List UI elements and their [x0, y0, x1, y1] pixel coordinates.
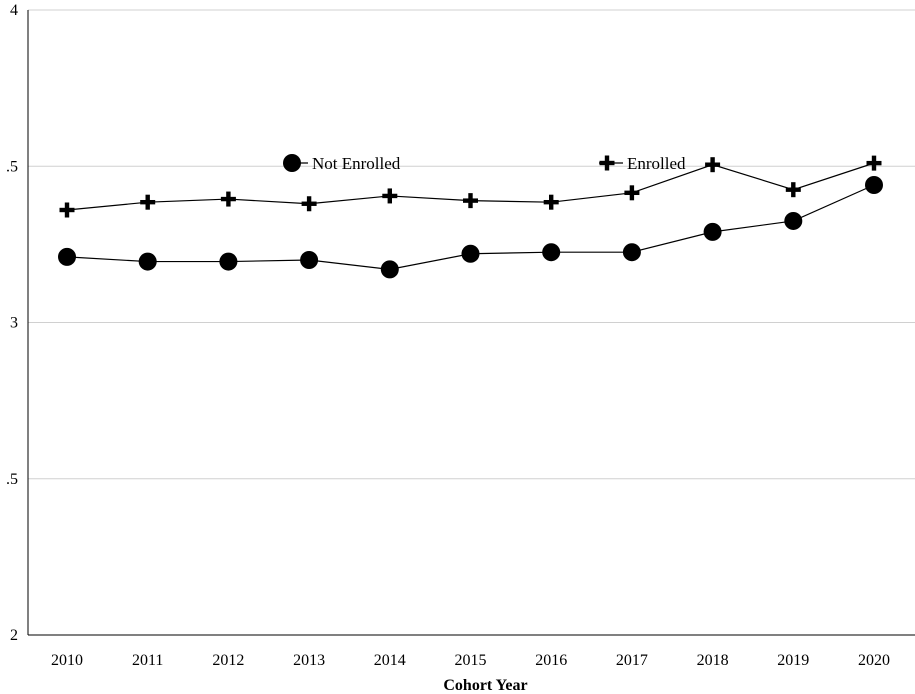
x-tick-label: 2020	[858, 652, 890, 669]
data-point-not-enrolled	[542, 243, 561, 262]
data-point-not-enrolled	[461, 244, 480, 263]
legend-label: Enrolled	[627, 154, 686, 173]
legend-marker-cross	[599, 155, 615, 171]
y-tick-label: .5	[6, 471, 18, 488]
data-point-not-enrolled	[865, 176, 883, 194]
data-point-not-enrolled	[219, 252, 238, 271]
data-point-not-enrolled	[138, 252, 157, 271]
x-tick-label: 2017	[616, 652, 648, 669]
data-point-not-enrolled	[380, 260, 399, 279]
data-point-enrolled	[59, 202, 75, 218]
x-tick-label: 2016	[535, 652, 567, 669]
x-tick-label: 2019	[777, 652, 809, 669]
legend-item-not-enrolled: Not Enrolled	[283, 154, 401, 173]
y-tick-label: 2	[10, 627, 18, 644]
x-tick-label: 2011	[132, 652, 163, 669]
data-point-not-enrolled	[784, 211, 803, 230]
series-not-enrolled	[58, 176, 883, 279]
gridlines	[28, 9, 915, 480]
data-point-enrolled	[543, 194, 559, 210]
data-point-not-enrolled	[300, 251, 319, 269]
cross-bar-vertical	[226, 191, 231, 207]
data-point-enrolled	[624, 185, 640, 201]
cross-bar-vertical	[145, 194, 150, 210]
cross-bar-vertical	[468, 193, 473, 209]
data-point-enrolled	[785, 182, 801, 198]
data-point-not-enrolled	[58, 247, 76, 266]
series-layer	[58, 155, 883, 279]
legend: Not Enrolled Enrolled	[283, 154, 686, 173]
legend-label: Not Enrolled	[312, 154, 401, 173]
series-enrolled	[59, 155, 882, 218]
data-point-enrolled	[220, 191, 236, 207]
data-point-not-enrolled	[703, 222, 722, 241]
axes: 2 .5 3 .5 4 2010 2011 2012 2013 2014 2015 2016 2017 2…	[6, 2, 915, 669]
cross-bar-vertical	[387, 188, 392, 204]
x-tick-label: 2015	[455, 652, 487, 669]
x-tick-label: 2018	[697, 652, 729, 669]
data-point-not-enrolled	[622, 243, 641, 262]
cross-bar-vertical	[629, 185, 635, 201]
x-tick-label: 2013	[293, 652, 325, 669]
data-point-enrolled	[866, 155, 882, 171]
legend-item-enrolled: Enrolled	[599, 154, 686, 173]
x-axis-title: Cohort Year	[443, 677, 527, 694]
x-tick-label: 2010	[51, 652, 83, 669]
data-point-enrolled	[382, 188, 398, 204]
cross-bar-vertical	[64, 202, 70, 218]
y-tick-label: 4	[10, 2, 18, 19]
y-tick-label: 3	[10, 315, 18, 332]
data-point-enrolled	[140, 194, 156, 210]
data-point-enrolled	[301, 196, 317, 212]
cross-bar-vertical	[549, 194, 554, 210]
data-point-enrolled	[463, 193, 478, 209]
cross-bar-vertical	[791, 182, 796, 198]
y-tick-label: .5	[6, 158, 18, 175]
x-tick-label: 2012	[212, 652, 244, 669]
cross-bar-vertical	[871, 155, 877, 171]
cross-bar-vertical	[710, 157, 715, 173]
legend-marker-circle	[283, 154, 301, 172]
data-point-enrolled	[705, 157, 721, 173]
cross-bar-vertical	[306, 196, 312, 212]
x-tick-label: 2014	[374, 652, 406, 669]
cross-bar-vertical	[604, 155, 610, 171]
